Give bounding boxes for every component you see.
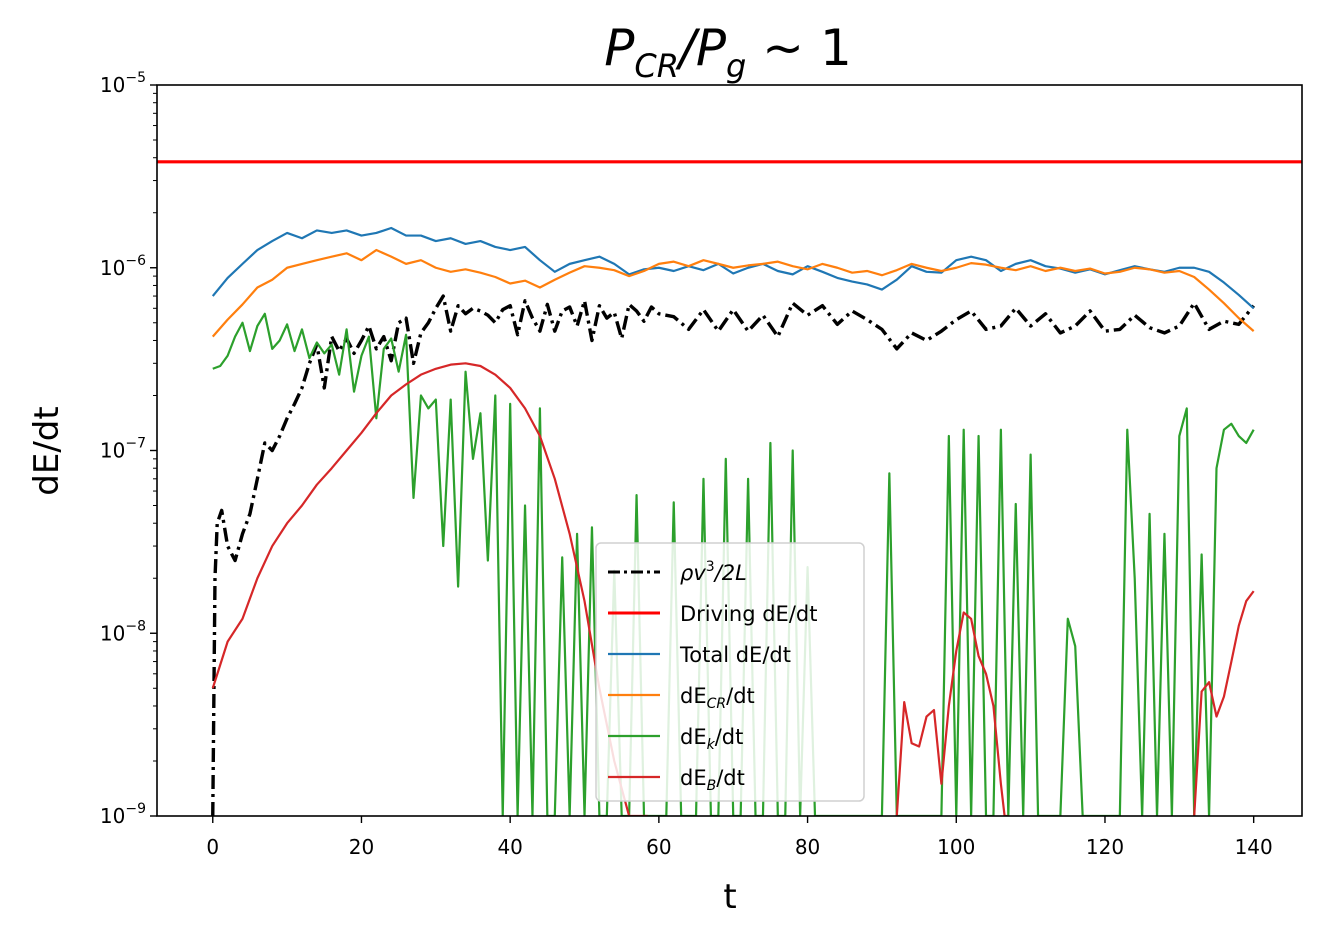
x-tick-label: 140 [1235,835,1273,859]
x-axis-title: t [723,877,736,917]
chart-title: PCR/Pg ~ 1 [604,19,852,85]
legend-label-rho: ρv3/2L [680,559,747,585]
series-k-line [212,312,1255,816]
y-tick-label: 10−5 [100,70,146,97]
legend: ρv3/2L Driving dE/dt Total dE/dt dECR/dt dEk… [595,542,865,802]
y-tick-label: 10−9 [100,801,146,828]
x-tick-label: 60 [646,835,671,859]
x-tick-label: 120 [1086,835,1124,859]
series-total-line [211,226,1255,310]
x-tick-label: 80 [795,835,820,859]
x-tick-label: 0 [206,835,219,859]
y-axis-title: dE/dt [27,406,67,495]
legend-box [595,542,865,802]
x-tick-label: 20 [349,835,374,859]
legend-label-driving: Driving dE/dt [680,602,817,626]
x-tick-label: 100 [937,835,975,859]
x-tick-label: 40 [497,835,522,859]
legend-label-total: Total dE/dt [679,643,791,667]
y-tick-label: 10−6 [100,253,146,280]
y-axis: 10−9 10−8 10−7 10−6 10−5 [100,70,157,828]
series-layer [157,160,1302,816]
series-cr-line [211,248,1255,338]
y-tick-label: 10−8 [100,618,146,645]
legend-label-k: dEk/dt [680,725,743,753]
legend-label-b: dEB/dt [680,766,745,794]
x-axis: 0 20 40 60 80 100 120 140 [206,816,1273,859]
legend-label-cr: dECR/dt [680,684,755,712]
y-tick-label: 10−7 [100,436,146,463]
series-rho-line [211,294,1256,816]
